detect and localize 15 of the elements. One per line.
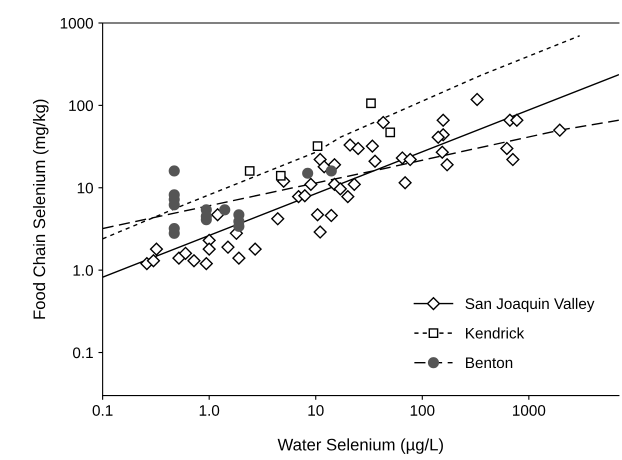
legend-label: Kendrick: [466, 327, 524, 339]
y-axis-title: Food Chain Selenium (mg/kg): [32, 100, 49, 319]
x-axis-title: Water Selenium (µg/L): [278, 438, 443, 454]
x-tick-label: 1.0: [200, 405, 220, 416]
x-tick-label: 10: [308, 405, 324, 416]
x-tick-label: 100: [410, 405, 434, 416]
y-tick-label: 100: [69, 100, 94, 112]
legend-label: Benton: [466, 357, 512, 368]
y-tick-label: 0.1: [72, 347, 93, 358]
y-tick-label: 1000: [60, 18, 94, 29]
x-tick-label: 0.1: [92, 405, 113, 416]
x-tick-label: 1000: [513, 405, 546, 416]
y-tick-label: 1.0: [74, 265, 94, 276]
y-tick-label: 10: [78, 182, 94, 194]
legend-label: San Joaquin Valley: [465, 298, 594, 312]
